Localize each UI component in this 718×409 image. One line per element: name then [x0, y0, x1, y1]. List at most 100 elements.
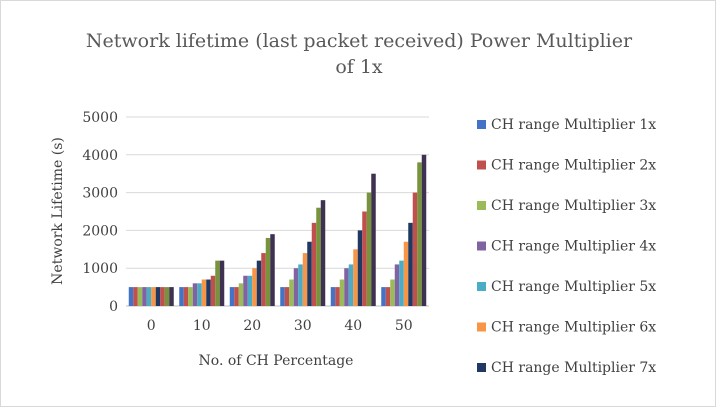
- legend-label: CH range Multiplier 2x: [491, 158, 656, 174]
- bar: [399, 260, 404, 306]
- x-tick-labels: 0 10 20 30 40 50: [147, 318, 413, 334]
- legend-label: CH range Multiplier 1x: [491, 117, 656, 133]
- y-tick-label: 4000: [82, 148, 118, 164]
- bar: [215, 260, 220, 306]
- y-tick-label: 0: [109, 299, 118, 315]
- bar: [192, 283, 198, 306]
- bar: [210, 275, 216, 306]
- bar: [160, 287, 165, 306]
- bar: [385, 287, 391, 306]
- bar: [284, 287, 290, 306]
- bar: [316, 207, 321, 306]
- bar: [330, 287, 336, 306]
- bar: [344, 268, 349, 306]
- bar: [408, 222, 413, 306]
- bar: [280, 287, 285, 306]
- bar: [128, 287, 134, 306]
- bar: [381, 287, 386, 306]
- x-tick-label: 50: [395, 318, 413, 334]
- legend-item: CH range Multiplier 2x: [477, 158, 656, 174]
- legend-swatch: [477, 363, 486, 372]
- bar: [155, 287, 161, 306]
- bar: [353, 249, 358, 306]
- legend-item: CH range Multiplier 5x: [477, 279, 656, 295]
- legend-label: CH range Multiplier 3x: [491, 198, 656, 214]
- legend-item: CH range Multiplier 6x: [477, 320, 656, 336]
- legend-swatch: [477, 241, 486, 251]
- x-tick-label: 0: [147, 318, 156, 334]
- bar: [219, 260, 225, 306]
- legend-label: CH range Multiplier 7x: [491, 360, 656, 376]
- bar: [243, 275, 248, 306]
- bar: [270, 234, 275, 306]
- x-tick-label: 40: [344, 318, 362, 334]
- legend-swatch: [477, 322, 486, 332]
- bar: [417, 162, 422, 306]
- bar: [348, 264, 354, 306]
- bar: [261, 253, 266, 306]
- legend-item: CH range Multiplier 7x: [477, 360, 656, 376]
- legend-item: CH range Multiplier 4x: [477, 239, 656, 255]
- y-tick-label: 1000: [82, 261, 118, 277]
- bar: [197, 283, 202, 306]
- y-tick-label: 3000: [82, 186, 118, 202]
- x-tick-label: 30: [294, 318, 312, 334]
- legend-swatch: [477, 201, 486, 210]
- bar: [403, 241, 409, 306]
- bar: [151, 287, 156, 306]
- bar: [234, 287, 239, 306]
- bar: [206, 279, 211, 306]
- bar: [289, 279, 294, 306]
- legend-label: CH range Multiplier 6x: [491, 320, 656, 336]
- bar: [412, 192, 418, 306]
- legend-swatch: [477, 160, 486, 170]
- bar: [298, 264, 303, 306]
- bar: [137, 287, 143, 306]
- bar: [362, 211, 367, 306]
- bar: [366, 192, 372, 306]
- bar: [188, 287, 193, 306]
- bars: [128, 154, 427, 306]
- chart-title-line-1: Network lifetime (last packet received) …: [86, 30, 633, 52]
- bar: [390, 279, 395, 306]
- legend-swatch: [477, 282, 486, 291]
- x-axis-label: No. of CH Percentage: [199, 353, 354, 369]
- legend-item: CH range Multiplier 1x: [477, 117, 656, 133]
- x-tick-label: 20: [243, 318, 261, 334]
- legend-label: CH range Multiplier 5x: [491, 279, 656, 295]
- gridlines: [126, 116, 429, 307]
- bar: [320, 200, 326, 306]
- bar: [335, 287, 340, 306]
- bar: [265, 237, 271, 306]
- bar: [394, 264, 400, 306]
- bar: [302, 253, 308, 306]
- bar: [252, 268, 257, 306]
- bar: [146, 287, 152, 306]
- legend-label: CH range Multiplier 4x: [491, 239, 656, 255]
- y-tick-label: 5000: [82, 110, 118, 126]
- bar: [256, 260, 262, 306]
- bar: [169, 287, 174, 306]
- bar: [307, 241, 312, 306]
- legend: CH range Multiplier 1x CH range Multiplie…: [477, 117, 656, 376]
- bar: [293, 268, 299, 306]
- bar: [179, 287, 184, 306]
- bar: [183, 287, 189, 306]
- bar: [142, 287, 147, 306]
- bar: [238, 283, 244, 306]
- y-axis-label: Network Lifetime (s): [50, 137, 66, 285]
- bar: [247, 275, 253, 306]
- bar: [339, 279, 345, 306]
- bar: [311, 222, 317, 306]
- y-tick-label: 2000: [82, 223, 118, 239]
- chart-title-line-2: of 1x: [335, 56, 383, 78]
- legend-swatch: [477, 120, 486, 129]
- bar: [201, 279, 207, 306]
- bar: [229, 287, 235, 306]
- bar: [421, 154, 427, 306]
- bar: [133, 287, 138, 306]
- legend-item: CH range Multiplier 3x: [477, 198, 656, 214]
- x-tick-label: 10: [193, 318, 211, 334]
